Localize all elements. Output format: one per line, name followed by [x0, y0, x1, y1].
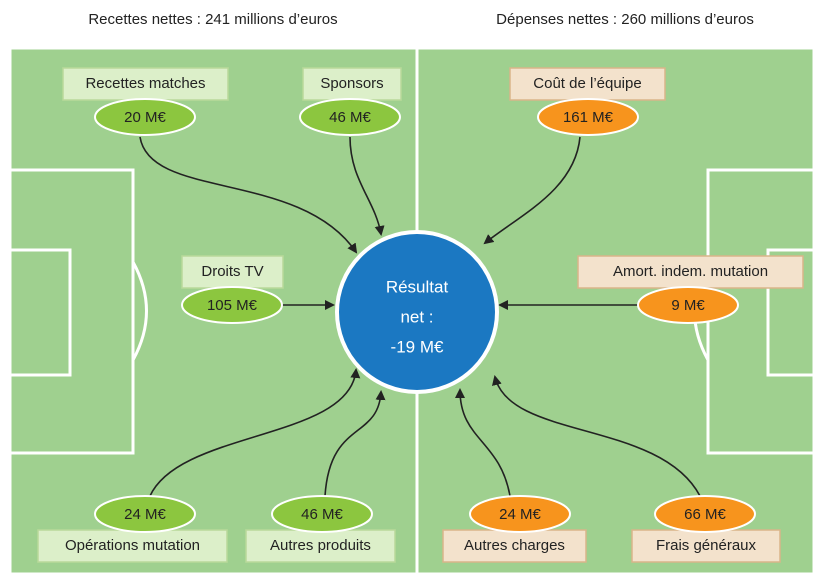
label-box [181, 255, 284, 289]
node-value: 9 M€ [671, 297, 705, 314]
value-badge [537, 98, 639, 136]
node-value: 20 M€ [124, 109, 166, 126]
node-value: 161 M€ [563, 109, 614, 126]
nodes: Recettes matches 20 M€ Sponsors 46 M€ Droits… [37, 67, 804, 563]
label-box [631, 529, 781, 563]
label-box [442, 529, 587, 563]
label-box [577, 255, 804, 289]
result: Résultat net : -19 M€ [335, 230, 499, 394]
node-value: 105 M€ [207, 297, 258, 314]
node-value: 46 M€ [329, 109, 371, 126]
label-box [245, 529, 396, 563]
income-header: Recettes nettes : 241 millions d’euros [88, 11, 337, 28]
node-label: Sponsors [320, 75, 383, 92]
node-value: 46 M€ [301, 506, 343, 523]
value-badge [181, 286, 283, 324]
node-label: Frais généraux [656, 537, 757, 554]
node-value: 66 M€ [684, 506, 726, 523]
result-line: Résultat [386, 277, 449, 296]
value-badge [94, 98, 196, 136]
value-badge [637, 286, 739, 324]
node-label: Opérations mutation [65, 537, 200, 554]
result-line: -19 M€ [391, 337, 444, 356]
node-label: Droits TV [201, 263, 263, 280]
value-badge [469, 495, 571, 533]
value-badge [654, 495, 756, 533]
node-value: 24 M€ [499, 506, 541, 523]
label-box [302, 67, 402, 101]
value-badge [299, 98, 401, 136]
node-value: 24 M€ [124, 506, 166, 523]
node-label: Autres charges [464, 537, 565, 554]
arrows [139, 136, 701, 497]
node-label: Coût de l’équipe [533, 75, 641, 92]
value-badge [94, 495, 196, 533]
node-label: Autres produits [270, 537, 371, 554]
node-label: Amort. indem. mutation [613, 263, 768, 280]
label-box [62, 67, 229, 101]
node-label: Recettes matches [85, 75, 205, 92]
expense-header: Dépenses nettes : 260 millions d’euros [496, 11, 754, 28]
label-box [37, 529, 228, 563]
value-badge [271, 495, 373, 533]
label-box [509, 67, 666, 101]
result-line: net : [400, 307, 433, 326]
